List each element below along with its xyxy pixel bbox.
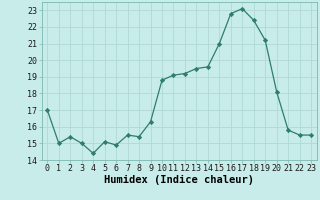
- X-axis label: Humidex (Indice chaleur): Humidex (Indice chaleur): [104, 175, 254, 185]
